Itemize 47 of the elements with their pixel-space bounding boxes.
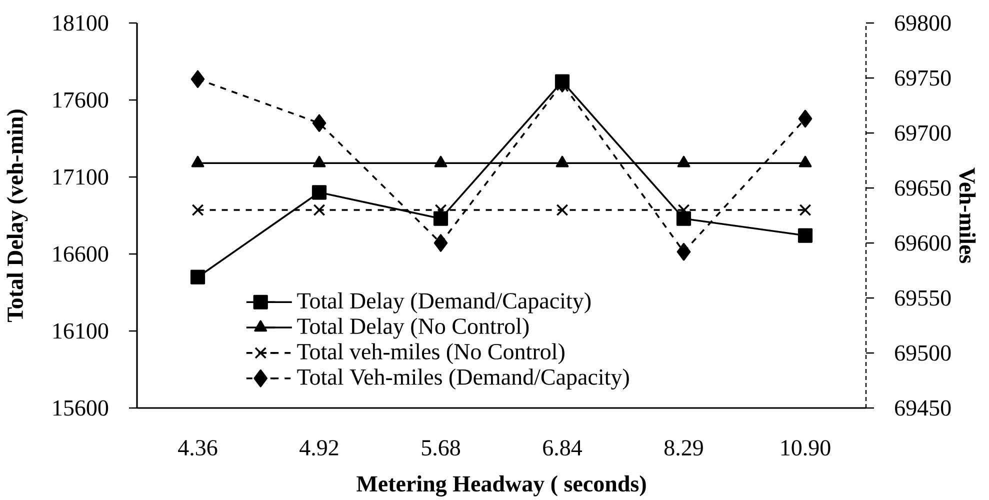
x-axis-title: Metering Headway ( seconds) bbox=[356, 475, 646, 496]
point bbox=[313, 204, 326, 216]
point bbox=[191, 156, 204, 168]
point bbox=[312, 156, 326, 168]
legend-label: Total Delay (No Control) bbox=[297, 318, 529, 339]
x-tick-label: 4.36 bbox=[178, 440, 218, 456]
point bbox=[798, 156, 812, 168]
legend-label: Total veh-miles (No Control) bbox=[297, 343, 564, 364]
point bbox=[676, 211, 692, 226]
point bbox=[190, 270, 206, 284]
legend-label: Total Delay (Demand/Capacity) bbox=[297, 292, 591, 314]
point bbox=[190, 70, 205, 88]
y-axis-title: Total Delay (veh-min) bbox=[6, 110, 28, 322]
y2-tick-label: 69500 bbox=[895, 345, 951, 361]
point bbox=[434, 156, 448, 168]
y2-tick-label: 69550 bbox=[895, 290, 951, 306]
x-tick-label: 10.90 bbox=[781, 440, 830, 456]
point bbox=[556, 156, 569, 168]
legend-label: Total Veh-miles (Demand/Capacity) bbox=[297, 368, 629, 390]
point bbox=[556, 204, 568, 216]
y-tick-label: 18100 bbox=[53, 15, 108, 31]
point bbox=[676, 242, 691, 261]
x-tick-label: 8.29 bbox=[664, 440, 703, 456]
point bbox=[677, 156, 690, 168]
x-tick-label: 6.84 bbox=[543, 440, 582, 456]
point bbox=[798, 110, 812, 128]
point bbox=[312, 114, 326, 132]
point bbox=[434, 234, 448, 252]
y2-tick-label: 69600 bbox=[895, 235, 951, 251]
y-tick-label: 16100 bbox=[53, 323, 108, 339]
point bbox=[192, 204, 204, 216]
y2-tick-label: 69750 bbox=[895, 70, 951, 86]
y2-tick-label: 69800 bbox=[895, 15, 951, 31]
y-tick-label: 16600 bbox=[53, 246, 108, 262]
y2-tick-label: 69650 bbox=[895, 180, 951, 196]
x-tick-label: 4.92 bbox=[300, 440, 338, 456]
y-tick-label: 15600 bbox=[53, 400, 108, 416]
y2-tick-label: 69700 bbox=[895, 125, 951, 141]
y-tick-label: 17600 bbox=[53, 92, 108, 108]
point bbox=[312, 185, 327, 200]
point bbox=[798, 228, 813, 243]
x-tick-label: 5.68 bbox=[422, 440, 460, 456]
y2-axis-title: Veh-miles bbox=[959, 168, 976, 264]
y-tick-label: 17100 bbox=[53, 169, 108, 185]
point bbox=[433, 211, 448, 226]
y2-tick-label: 69450 bbox=[895, 400, 951, 416]
point bbox=[799, 204, 812, 216]
